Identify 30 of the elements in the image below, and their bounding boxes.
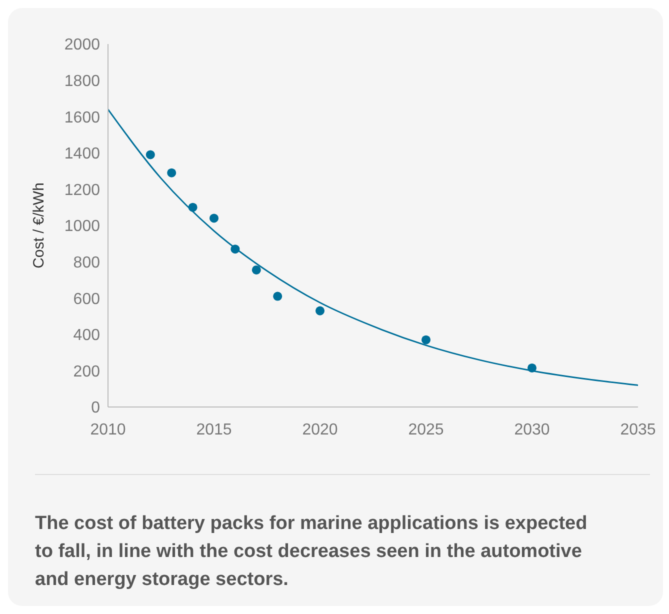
- point: [230, 244, 240, 254]
- y-tick-label: 1000: [64, 218, 100, 236]
- y-tick-label: 1600: [64, 109, 100, 126]
- y-tick-label: 1800: [64, 72, 100, 90]
- x-tick-label: 2020: [302, 421, 338, 438]
- point: [315, 306, 325, 316]
- x-tick-label: 2010: [90, 421, 126, 438]
- point: [146, 150, 155, 160]
- x-tick-label: 2030: [514, 421, 550, 438]
- text: The cost of battery packs for marine applications is expected to fall, in line with the cost decreases seen in the automotive and energy storage sectors.: [35, 512, 588, 592]
- line-series: [108, 108, 638, 386]
- y-tick-label: 600: [73, 290, 100, 308]
- y-tick-label: 800: [73, 254, 100, 272]
- x-tick-label: 2035: [620, 421, 656, 438]
- point: [421, 335, 431, 344]
- y-tick-label: 1400: [64, 146, 100, 163]
- y-axis-title: Cost / €/kWh: [30, 182, 48, 268]
- x-tick-label: 2025: [408, 421, 444, 438]
- point: [167, 168, 176, 178]
- y-tick-label: 2000: [64, 36, 100, 54]
- point: [188, 202, 198, 212]
- y-tick-label: 1200: [64, 182, 100, 199]
- point: [273, 292, 282, 301]
- y-tick-label: 200: [73, 363, 100, 380]
- y-tick-label: 400: [73, 327, 100, 344]
- y-tick-label: 0: [91, 400, 100, 417]
- x-tick-label: 2015: [196, 421, 232, 438]
- point: [527, 363, 537, 372]
- point: [209, 214, 219, 223]
- point: [252, 265, 261, 274]
